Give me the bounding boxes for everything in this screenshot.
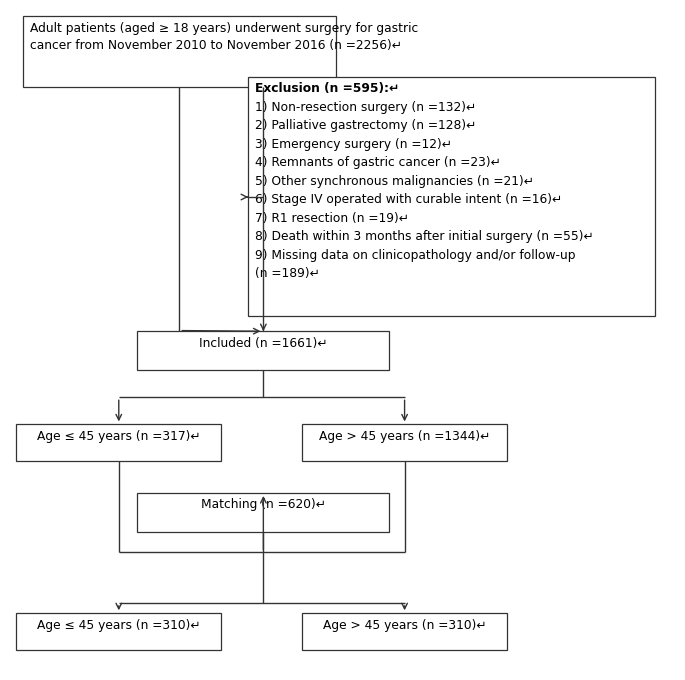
Text: Age > 45 years (n =310)↵: Age > 45 years (n =310)↵ [323, 619, 486, 632]
Text: Age ≤ 45 years (n =310)↵: Age ≤ 45 years (n =310)↵ [37, 619, 201, 632]
FancyBboxPatch shape [16, 613, 221, 650]
FancyBboxPatch shape [248, 77, 655, 316]
FancyBboxPatch shape [302, 424, 507, 462]
Text: Matching (n =620)↵: Matching (n =620)↵ [201, 498, 326, 511]
Text: Included (n =1661)↵: Included (n =1661)↵ [199, 337, 327, 350]
Text: Age > 45 years (n =1344)↵: Age > 45 years (n =1344)↵ [319, 430, 490, 443]
Text: Adult patients (aged ≥ 18 years) underwent surgery for gastric
cancer from Novem: Adult patients (aged ≥ 18 years) underwe… [29, 22, 418, 52]
FancyBboxPatch shape [137, 493, 390, 532]
Text: 1) Non-resection surgery (n =132)↵
2) Palliative gastrectomy (n =128)↵
3) Emerge: 1) Non-resection surgery (n =132)↵ 2) Pa… [255, 101, 594, 280]
FancyBboxPatch shape [16, 424, 221, 462]
FancyBboxPatch shape [23, 16, 336, 87]
FancyBboxPatch shape [137, 331, 390, 371]
Text: Age ≤ 45 years (n =317)↵: Age ≤ 45 years (n =317)↵ [37, 430, 201, 443]
FancyBboxPatch shape [302, 613, 507, 650]
Text: Exclusion (n =595):↵: Exclusion (n =595):↵ [255, 82, 399, 95]
